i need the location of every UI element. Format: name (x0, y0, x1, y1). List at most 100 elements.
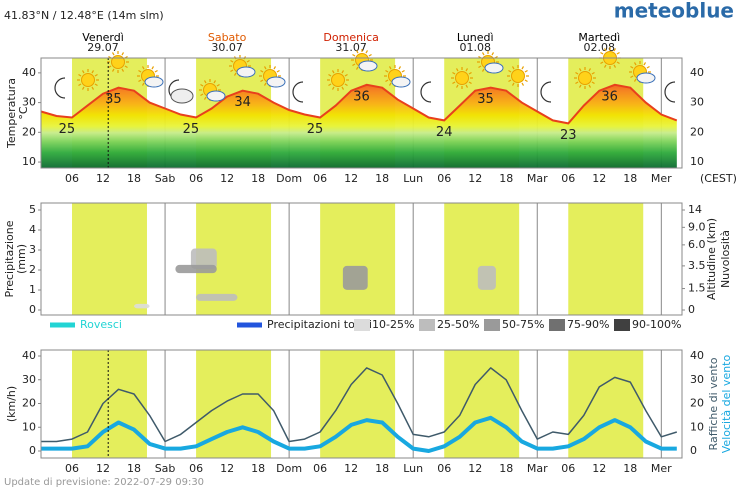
x-tick-label: 12 (344, 462, 358, 475)
x-tick-label: Mer (651, 462, 672, 475)
y2-tick-label: 40 (690, 349, 704, 362)
sun-ray (524, 79, 528, 83)
sun-ray (508, 69, 512, 73)
sun-ray (124, 65, 128, 69)
plot-frame (40, 202, 683, 316)
sun-ray (81, 86, 85, 90)
day-date: 31.07 (335, 41, 367, 54)
y-tick-label: 3 (29, 243, 36, 256)
y2-tick-label: 9.0 (688, 220, 706, 233)
daylight-band (444, 203, 520, 315)
temperature-extreme: 25 (183, 122, 200, 137)
weather-icon (351, 49, 378, 72)
y-tick-label: 30 (22, 96, 36, 109)
sun-ray (216, 83, 220, 87)
legend-label: Raffiche di vento (707, 357, 720, 450)
sun-ray (331, 86, 335, 90)
sun-ray (91, 70, 95, 74)
temperature-extreme: 35 (105, 92, 122, 107)
x-tick-label: 18 (251, 462, 265, 475)
y-axis-label: Precipitazione (3, 220, 16, 297)
sun-icon (511, 69, 525, 83)
x-tick-label: 06 (189, 172, 203, 185)
cloud-cover (477, 265, 496, 290)
cloud-icon (636, 72, 656, 84)
legend-label: Precipitazioni totali (267, 318, 372, 331)
x-tick-label: 18 (623, 462, 637, 475)
sun-ray (344, 73, 348, 77)
sun-ray (263, 82, 267, 86)
day-date: 01.08 (459, 41, 491, 54)
sun-ray (643, 62, 647, 66)
sun-ray (260, 79, 264, 83)
sun-ray (355, 50, 359, 54)
day-name: Lunedì (457, 31, 494, 44)
y-tick-label: 30 (22, 373, 36, 386)
legend-label: Velocità del vento (720, 354, 733, 453)
x-tick-label: Sab (155, 172, 176, 185)
sun-ray (203, 80, 207, 84)
sun-ray (94, 73, 98, 77)
sun-icon (578, 71, 592, 85)
sun-ray (491, 52, 495, 56)
y-axis-unit: °C (17, 106, 30, 120)
sun-ray (388, 82, 392, 86)
sun-ray (478, 65, 482, 69)
sun-ray (230, 69, 234, 73)
legend-swatch (484, 319, 500, 331)
sun-ray (94, 83, 98, 87)
temperature-extreme: 36 (353, 89, 370, 104)
legend-label: 50-75% (502, 318, 544, 331)
y2-tick-label: 6.0 (688, 238, 706, 251)
sun-ray (613, 64, 617, 68)
sun-ray (398, 66, 402, 70)
day-name: Domenica (323, 31, 379, 44)
moon-icon (292, 81, 304, 103)
sun-ray (455, 68, 459, 72)
y2-tick-label: 1.5 (688, 282, 706, 295)
cloud-icon (358, 60, 378, 72)
day-name: Sabato (208, 31, 247, 44)
sun-ray (368, 53, 372, 57)
plot-frame (40, 349, 683, 459)
daylight-band (320, 203, 396, 315)
weather-icon (54, 77, 66, 99)
y2-axis-label: Altitudine (km) (705, 218, 718, 300)
y2-tick-label: 30 (690, 96, 704, 109)
logo: meteoblue (614, 0, 734, 23)
x-tick-label: 18 (127, 462, 141, 475)
sun-ray (331, 70, 335, 74)
y-tick-label: 0 (29, 303, 36, 316)
legend-label: 10-25% (372, 318, 414, 331)
sun-icon (111, 55, 125, 69)
x-tick-label: 06 (437, 462, 451, 475)
moon-icon (420, 81, 432, 103)
sun-ray (141, 66, 145, 70)
weather-icon (477, 51, 504, 74)
plot-frame (40, 57, 683, 169)
moon-icon (664, 81, 676, 103)
sun-ray (511, 82, 515, 86)
sun-ray (355, 66, 359, 70)
y2-tick-label: 3.5 (688, 259, 706, 272)
x-tick-label: 06 (65, 172, 79, 185)
sun-ray (591, 71, 595, 75)
legend-swatch (614, 319, 630, 331)
sun-ray (365, 50, 369, 54)
sun-ray (591, 81, 595, 85)
temperature-extreme: 24 (436, 125, 453, 140)
y-axis-label: (km/h) (5, 386, 18, 422)
sun-ray (352, 53, 356, 57)
y-axis-label: Temperatura (5, 78, 18, 149)
sun-ray (633, 62, 637, 66)
weather-icon (574, 67, 596, 89)
day-date: 02.08 (584, 41, 616, 54)
day-date: 30.07 (211, 41, 243, 54)
weather-icon (137, 65, 164, 88)
sun-ray (200, 93, 204, 97)
cloud-icon (484, 62, 504, 74)
sun-ray (276, 69, 280, 73)
sun-ray (588, 84, 592, 88)
y-tick-label: 1 (29, 283, 36, 296)
sun-ray (511, 66, 515, 70)
